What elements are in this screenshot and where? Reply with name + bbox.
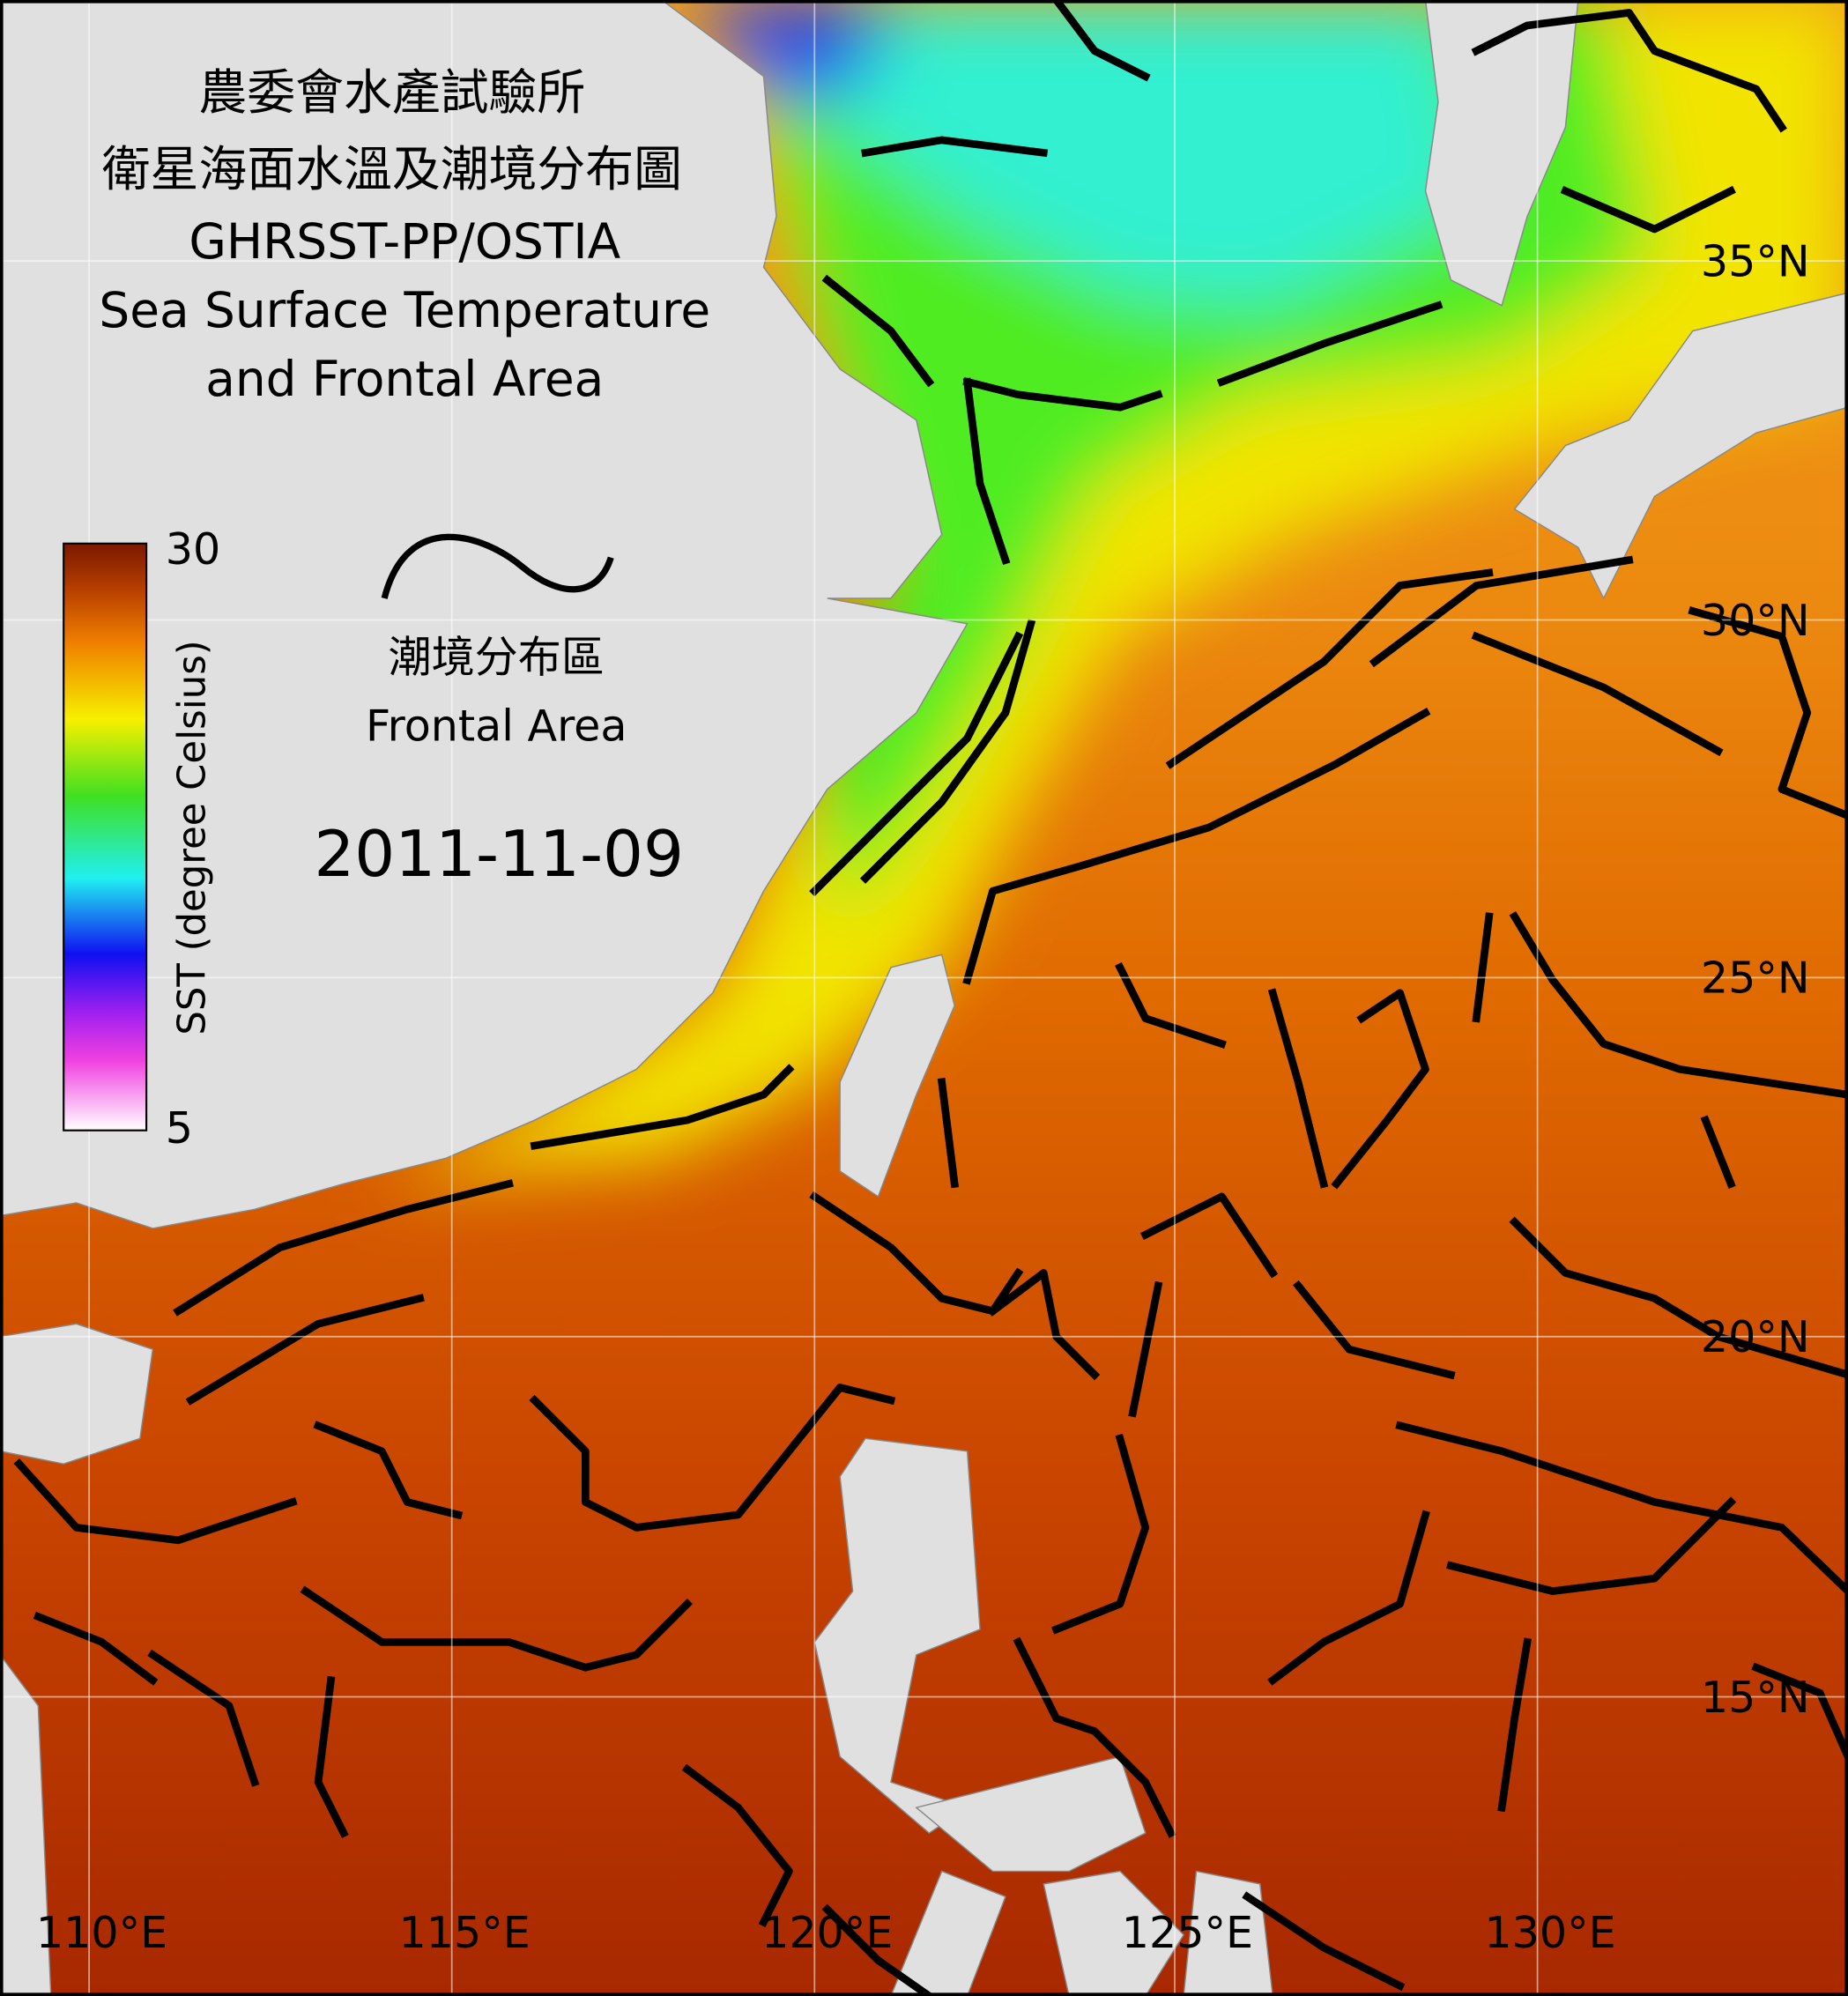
title-zh-2: 衛星海面水溫及潮境分布圖 [102,141,682,197]
lon-label: 130°E [1484,1907,1615,1958]
front-line [1292,1280,1456,1380]
cold-bay [687,0,891,115]
front-line [937,1077,959,1189]
lat-label: 25°N [1701,953,1810,1004]
front-line [33,1611,159,1686]
front-line [962,708,1431,985]
front-line [1509,1216,1848,1379]
lat-label: 30°N [1701,595,1810,646]
front-line [962,377,1011,566]
lon-label: 110°E [36,1907,167,1958]
title-zh-1: 農委會水產試驗所 [198,64,585,121]
cool-shelf [738,0,1655,917]
front-line [1242,1891,1406,1992]
front-line [809,631,1024,897]
title-block: 農委會水產試驗所 衛星海面水溫及潮境分布圖 GHRSST-PP/OSTIA Se… [99,64,710,407]
front-line [1509,911,1848,1099]
title-en-3: and Frontal Area [205,351,604,407]
date: 2011-11-09 [314,818,684,892]
front-line [1267,1510,1430,1686]
front-line [300,1585,693,1672]
title-en-1: GHRSST-PP/OSTIA [189,213,620,270]
front-line [185,1294,425,1406]
front-line [529,1384,896,1532]
lat-labels: 35°N 30°N 25°N 20°N 15°N [1701,235,1810,1722]
front-line [1051,1433,1150,1635]
front-line [314,1675,349,1838]
front-line [1165,568,1494,769]
front-line [821,274,935,388]
front-line [13,1458,298,1545]
front-line [1751,1662,1848,1762]
front-line [1128,1280,1163,1418]
lat-label: 15°N [1701,1672,1810,1723]
front-line [1688,606,1848,820]
legend-label-zh: 潮境分布區 [389,632,605,683]
land [1424,0,1579,307]
land [915,1755,1147,1873]
title-en-2: Sea Surface Temperature [99,282,710,338]
front-line [1051,0,1151,82]
front-line [1216,301,1444,387]
front-line [1497,1637,1533,1813]
front-line [1395,1421,1848,1597]
front-line [1331,989,1429,1190]
front-line [530,1064,795,1151]
front-line [1700,1115,1736,1190]
colorbar [63,542,148,1132]
land [0,1653,52,1996]
front-line [962,377,1163,412]
front-line [821,1903,935,1996]
cold-shelf [763,0,1477,306]
front-line [861,136,1049,158]
lon-label: 120°E [761,1907,893,1958]
colorbar-min: 5 [166,1102,193,1154]
front-line [1446,1496,1737,1595]
legend-symbol [381,533,614,599]
front-line [1560,185,1736,234]
front-line [1369,555,1634,668]
front-line [173,1179,514,1317]
front-line [1471,9,1787,133]
colorbar-label: SST (degree Celsius) [171,640,215,1035]
front-line [809,1191,1024,1316]
front-line [1139,1192,1279,1279]
front-line [859,619,1036,884]
lon-label: 125°E [1122,1907,1253,1958]
frontal-areas [13,0,1848,1996]
front-line [681,1763,793,1928]
front-line [1115,962,1227,1049]
land [890,1870,1006,1996]
lat-label: 35°N [1701,235,1810,286]
front-line [1472,912,1494,1023]
front-line [147,1649,260,1787]
lon-label: 115°E [399,1907,531,1958]
legend-label-en: Frontal Area [366,701,627,752]
front-line [987,1269,1101,1381]
lon-labels: 110°E 115°E 120°E 125°E 130°E [36,1907,1616,1958]
front-line [1267,988,1329,1189]
land [0,1323,154,1465]
land [1513,292,1848,600]
land [839,953,955,1198]
front-line [1013,1636,1176,1838]
front-line [313,1421,464,1520]
colorbar-max: 30 [166,523,220,575]
land [1043,1870,1185,1996]
lat-label: 20°N [1701,1311,1810,1362]
front-line [1471,631,1724,757]
land [0,0,969,1229]
